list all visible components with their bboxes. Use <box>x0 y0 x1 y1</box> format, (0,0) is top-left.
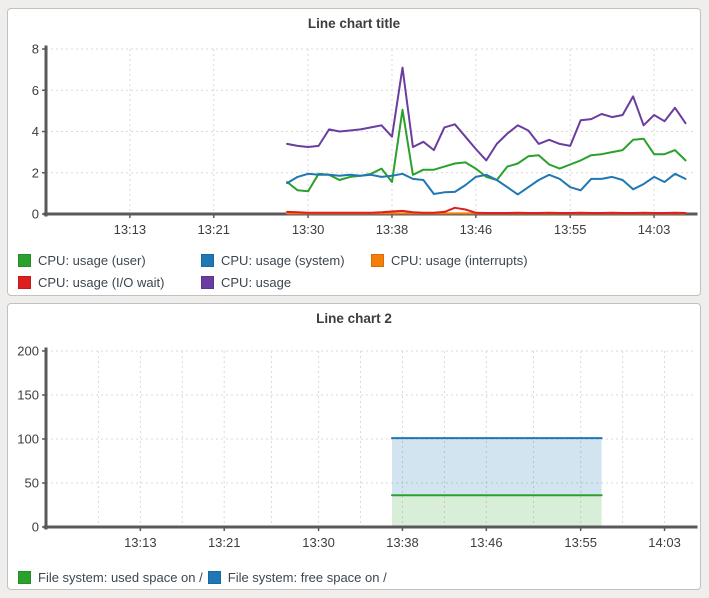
svg-text:50: 50 <box>25 476 39 491</box>
svg-text:13:55: 13:55 <box>564 535 597 550</box>
svg-text:0: 0 <box>32 207 39 222</box>
chart1-title: Line chart title <box>307 16 401 31</box>
legend-item-cpu-usage: CPU: usage <box>201 272 371 293</box>
chart2-legend: File system: used space on / File system… <box>8 567 700 588</box>
cpu-interrupts-swatch-icon <box>371 254 384 267</box>
legend-item-fs-free: File system: free space on / <box>207 567 387 588</box>
svg-text:13:46: 13:46 <box>470 535 503 550</box>
svg-text:13:13: 13:13 <box>124 535 157 550</box>
chart2-title: Line chart 2 <box>316 311 392 326</box>
legend-item-cpu-user: CPU: usage (user) <box>18 250 201 271</box>
legend-item-fs-used: File system: used space on / <box>18 567 203 588</box>
legend-label: CPU: usage (system) <box>221 253 345 268</box>
cpu-iowait-swatch-icon <box>18 276 31 289</box>
legend-item-cpu-iowait: CPU: usage (I/O wait) <box>18 272 201 293</box>
svg-text:8: 8 <box>32 42 39 57</box>
cpu-usage-swatch-icon <box>201 276 214 289</box>
legend-label: File system: free space on / <box>227 570 387 585</box>
fs-free-swatch-icon <box>207 571 221 584</box>
cpu-system-swatch-icon <box>201 254 214 267</box>
svg-text:14:03: 14:03 <box>648 535 681 550</box>
line-chart-2-canvas[interactable]: 13:13 13:21 13:30 13:38 13:46 13:55 14:03 0 50 10… <box>8 333 700 551</box>
svg-text:13:13: 13:13 <box>114 222 147 237</box>
legend-label: CPU: usage (I/O wait) <box>38 275 165 290</box>
svg-text:13:38: 13:38 <box>386 535 419 550</box>
svg-text:4: 4 <box>32 124 39 139</box>
svg-text:200: 200 <box>17 344 39 359</box>
line-chart-1-panel: Line chart title 13:13 13:21 13:30 13:38 13:… <box>7 8 701 296</box>
line-chart-2-panel: Line chart 2 13:13 13:21 13:30 13:38 13:46 13… <box>7 303 701 590</box>
svg-text:13:55: 13:55 <box>554 222 587 237</box>
svg-text:2: 2 <box>32 165 39 180</box>
svg-text:100: 100 <box>17 432 39 447</box>
svg-text:6: 6 <box>32 83 39 98</box>
legend-item-cpu-interrupts: CPU: usage (interrupts) <box>371 250 700 271</box>
svg-text:13:30: 13:30 <box>302 535 335 550</box>
cpu-user-swatch-icon <box>18 254 31 267</box>
legend-label: CPU: usage (interrupts) <box>391 253 528 268</box>
svg-text:13:21: 13:21 <box>197 222 230 237</box>
svg-text:13:46: 13:46 <box>460 222 493 237</box>
legend-label: CPU: usage <box>221 275 292 290</box>
chart1-legend: CPU: usage (user) CPU: usage (system) CP… <box>8 250 700 293</box>
legend-item-cpu-system: CPU: usage (system) <box>201 250 371 271</box>
fs-used-swatch-icon <box>18 571 31 584</box>
svg-text:13:38: 13:38 <box>376 222 409 237</box>
line-chart-1-canvas[interactable]: 13:13 13:21 13:30 13:38 13:46 13:55 14:03 0 2 4 6 8 <box>8 38 700 242</box>
legend-label: CPU: usage (user) <box>38 253 146 268</box>
svg-text:0: 0 <box>32 520 39 535</box>
legend-label: File system: used space on / <box>38 570 203 585</box>
svg-text:13:30: 13:30 <box>292 222 325 237</box>
svg-text:13:21: 13:21 <box>208 535 241 550</box>
svg-text:150: 150 <box>17 388 39 403</box>
svg-text:14:03: 14:03 <box>638 222 671 237</box>
